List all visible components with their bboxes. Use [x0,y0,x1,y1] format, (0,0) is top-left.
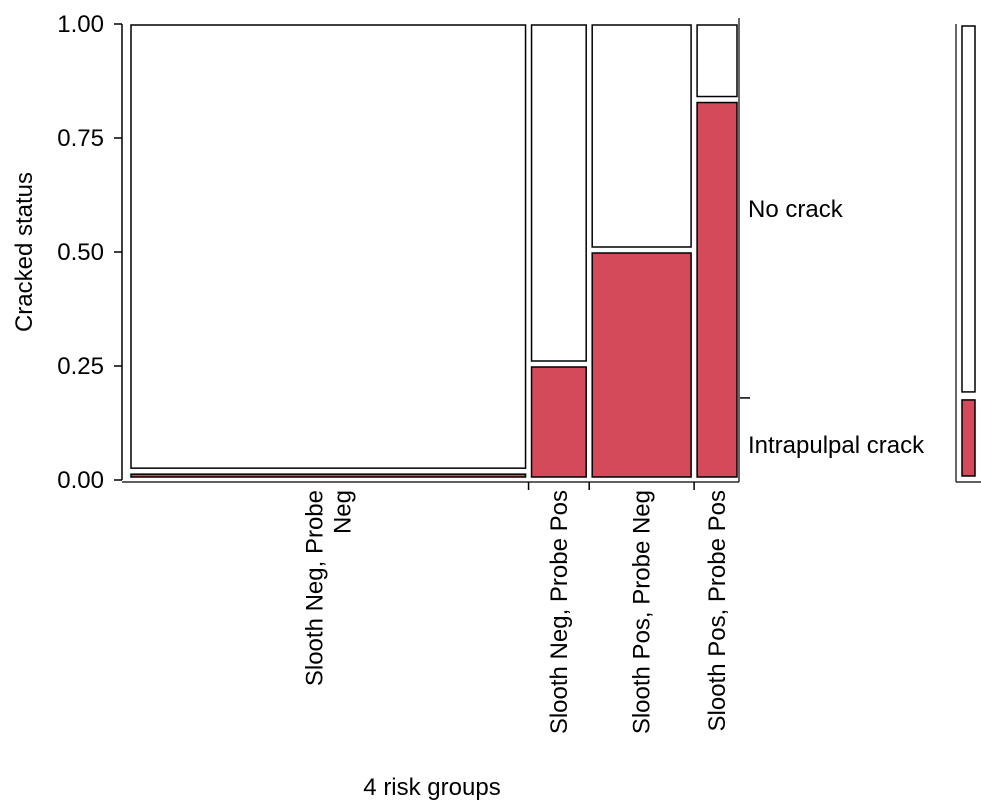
y-tick-label: 1.00 [57,11,104,38]
tile-intrapulpal-crack [530,366,587,478]
x-axis-title: 4 risk groups [363,774,500,801]
x-tick-label-line: Slooth Pos, Probe Neg [629,490,656,734]
x-tick-label-line: Neg [329,490,356,534]
x-tick-label: Slooth Pos, Probe Pos [704,490,731,731]
tile-no-crack [130,24,527,469]
overall-tile-crack [961,399,976,477]
level-label-crack: Intrapulpal crack [748,432,925,459]
x-tick-label: Slooth Neg, ProbeNeg [301,490,356,686]
y-tick-label: 0.50 [57,239,104,266]
y-tick-label: 0.75 [57,125,104,152]
tile-no-crack [530,24,587,362]
x-tick-label-line: Slooth Pos, Probe Pos [704,490,731,731]
tile-intrapulpal-crack [130,473,527,478]
x-axis: Slooth Neg, ProbeNeg Slooth Neg, Probe Po… [301,482,731,734]
overall-tile-no-crack [961,25,976,393]
y-axis-title: Cracked status [11,172,38,332]
tile-intrapulpal-crack [696,101,738,478]
tile-no-crack [591,24,692,248]
mosaic-tiles [130,24,738,478]
y-axis: 0.00 0.25 0.50 0.75 1.00 [57,11,123,494]
plot-area [122,18,740,483]
x-tick-label-line: Slooth Neg, Probe Pos [546,490,573,734]
tile-no-crack [696,24,738,98]
level-label-no-crack: No crack [748,196,844,223]
x-tick-label: Slooth Neg, Probe Pos [546,490,573,734]
y-tick-label: 0.25 [57,353,104,380]
tile-intrapulpal-crack [591,252,692,478]
overall-bar [955,24,981,483]
level-labels: No crack Intrapulpal crack [740,196,925,459]
x-tick-label: Slooth Pos, Probe Neg [629,490,656,734]
y-tick-label: 0.00 [57,467,104,494]
x-tick-label-line: Slooth Neg, Probe [301,490,328,686]
